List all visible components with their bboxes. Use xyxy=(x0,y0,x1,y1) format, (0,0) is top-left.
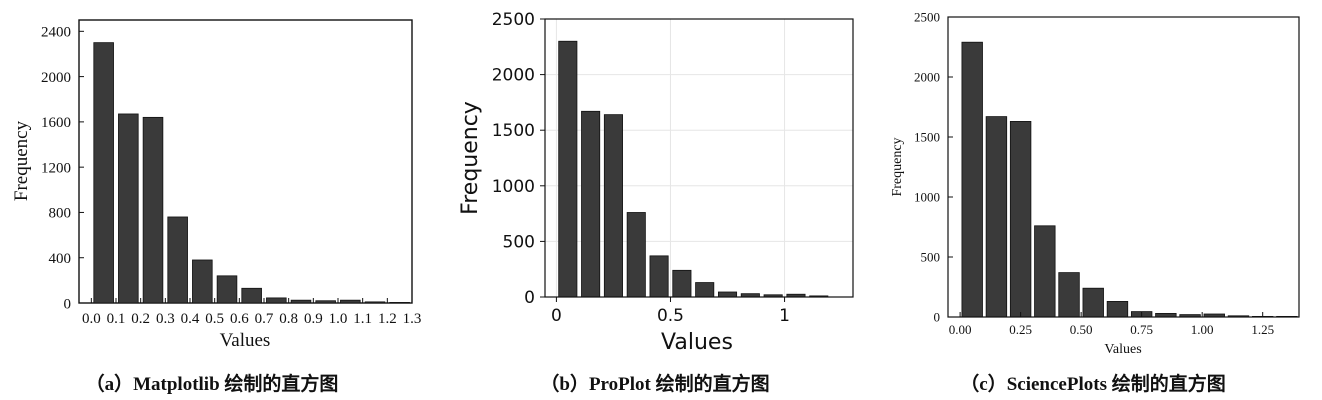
panel-c-ytick-label: 2000 xyxy=(914,70,940,85)
panel-a-bar xyxy=(315,300,336,304)
panel-c-ytick-label: 1000 xyxy=(914,190,940,205)
panel-c-bar xyxy=(1106,300,1129,318)
panel-b-xtick-label: 0 xyxy=(551,306,562,326)
panel-a-bars xyxy=(93,42,410,304)
panel-a-bar xyxy=(290,299,312,304)
panel-a-xtick-label: 1.2 xyxy=(378,311,397,327)
panel-c-ylabel: Frequency xyxy=(890,137,905,196)
panel-b-ytick-label: 1000 xyxy=(492,177,535,197)
panel-c-ytick-label: 500 xyxy=(921,250,941,265)
panel-b-xlabel: Values xyxy=(661,330,733,355)
panel-a-ytick-label: 1200 xyxy=(41,160,71,176)
panel-c-bar xyxy=(1009,121,1032,318)
panel-b-x-ticks: 0 0.5 1 xyxy=(551,297,790,326)
panel-b-ytick-label: 1500 xyxy=(492,121,535,141)
panel-c-scienceplots: 0.00 0.25 0.50 0.75 1.00 1.25 0 500 1000 1500 200… xyxy=(890,10,1300,395)
panel-b-y-ticks: 0 500 1000 1500 2000 2500 xyxy=(492,10,545,308)
panel-c-caption: （c）SciencePlots 绘制的直方图 xyxy=(960,372,1225,395)
panel-b-bar xyxy=(717,291,738,298)
panel-c-xtick-label: 1.25 xyxy=(1251,322,1274,337)
panel-a-bar xyxy=(93,42,114,304)
panel-a-caption: （a）Matplotlib 绘制的直方图 xyxy=(86,372,339,395)
panel-b-xtick-label: 1 xyxy=(779,306,790,326)
panel-b-caption: （b）ProPlot 绘制的直方图 xyxy=(540,372,769,395)
panel-c-bar xyxy=(1082,287,1104,318)
panel-a-xtick-label: 1.3 xyxy=(403,311,422,327)
panel-c-xtick-label: 1.00 xyxy=(1191,322,1214,337)
panel-c-ytick-label: 2500 xyxy=(914,10,940,25)
panel-b-axes-frame xyxy=(544,18,854,298)
panel-a-xtick-label: 0.9 xyxy=(304,311,323,327)
panel-b-bar xyxy=(649,255,669,298)
panel-b-bar xyxy=(626,212,646,298)
panel-c-xtick-label: 0.50 xyxy=(1070,322,1093,337)
panel-a-xtick-label: 0.3 xyxy=(156,311,175,327)
panel-c-xtick-label: 0.25 xyxy=(1009,322,1032,337)
panel-c-xtick-label: 0.75 xyxy=(1130,322,1153,337)
panel-a-bar xyxy=(364,301,386,304)
panel-b-bar xyxy=(581,110,601,298)
panel-a-ytick-label: 2400 xyxy=(41,25,71,41)
panel-c-bar xyxy=(1034,225,1056,318)
panel-b-bar xyxy=(603,114,623,298)
panel-b-ytick-label: 500 xyxy=(503,232,535,252)
panel-c-bars xyxy=(961,41,1298,318)
panel-b-bar xyxy=(558,40,578,298)
panel-b-xtick-label: 0.5 xyxy=(657,306,684,326)
panel-a-xtick-label: 0.6 xyxy=(230,311,249,327)
panel-a-xlabel: Values xyxy=(220,330,271,351)
panel-c-xtick-label: 0.00 xyxy=(949,322,972,337)
panel-b-ylabel: Frequency xyxy=(458,101,483,215)
panel-a-matplotlib: 0.0 0.1 0.2 0.3 0.4 0.5 0.6 0.7 0.8 0.9 1.0 1.1 1.2 1… xyxy=(11,19,421,395)
panel-a-bar xyxy=(266,297,287,304)
panel-c-bar xyxy=(985,116,1008,318)
panel-b-ytick-label: 2000 xyxy=(492,66,535,86)
panel-c-axes-frame xyxy=(947,16,1300,318)
panel-a-bar xyxy=(167,216,188,304)
panel-a-xtick-label: 0.0 xyxy=(82,311,101,327)
panel-a-y-ticks: 0 400 800 1200 1600 2000 2400 xyxy=(41,25,84,312)
panel-a-xtick-label: 0.5 xyxy=(205,311,224,327)
panel-b-ytick-label: 0 xyxy=(524,288,535,308)
panel-c-y-ticks: 0 500 1000 1500 2000 2500 xyxy=(914,10,953,325)
panel-b-bar xyxy=(672,269,692,298)
panel-c-x-ticks: 0.00 0.25 0.50 0.75 1.00 1.25 xyxy=(949,312,1274,337)
panel-a-xtick-label: 0.4 xyxy=(181,311,200,327)
panel-a-ylabel: Frequency xyxy=(11,120,32,201)
panel-a-xtick-label: 0.7 xyxy=(255,311,274,327)
panel-a-bar xyxy=(142,116,164,304)
panel-a-ytick-label: 800 xyxy=(49,206,72,222)
panel-a-ytick-label: 1600 xyxy=(41,115,71,131)
panel-a-xtick-label: 1.0 xyxy=(329,311,348,327)
panel-a-bar xyxy=(241,287,262,304)
panel-b-bar xyxy=(695,282,715,298)
panel-c-xlabel: Values xyxy=(1104,342,1141,357)
panel-a-xtick-label: 1.1 xyxy=(353,311,372,327)
panel-a-bar xyxy=(216,275,238,304)
panel-a-ytick-label: 0 xyxy=(64,296,72,312)
panel-c-bar xyxy=(961,41,983,318)
panel-a-ytick-label: 400 xyxy=(49,251,72,267)
panel-b-ytick-label: 2500 xyxy=(492,10,535,30)
panel-b-bars xyxy=(558,40,829,298)
panel-a-bar xyxy=(118,113,139,304)
panel-a-bar xyxy=(389,302,410,304)
panel-a-bar xyxy=(192,259,213,304)
panel-a-xtick-label: 0.8 xyxy=(279,311,298,327)
panel-c-bar xyxy=(1058,272,1080,318)
panel-a-x-ticks: 0.0 0.1 0.2 0.3 0.4 0.5 0.6 0.7 0.8 0.9 1.0 1.1 1.2 1… xyxy=(82,298,421,327)
panel-c-ytick-label: 1500 xyxy=(914,130,940,145)
panel-c-ytick-label: 0 xyxy=(934,310,941,325)
panel-a-bar xyxy=(340,299,361,304)
panel-a-xtick-label: 0.2 xyxy=(131,311,150,327)
panel-a-ytick-label: 2000 xyxy=(41,70,71,86)
panel-a-xtick-label: 0.1 xyxy=(107,311,126,327)
